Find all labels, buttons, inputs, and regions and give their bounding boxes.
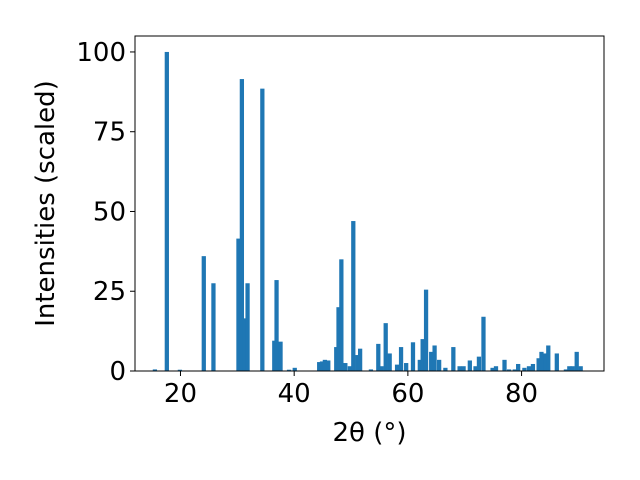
y-tick-label: 0 [109, 357, 126, 387]
x-axis: 20 40 60 80 [164, 371, 538, 409]
bar [236, 238, 241, 371]
bar [567, 366, 572, 371]
bar [239, 79, 245, 372]
y-tick-label: 50 [93, 197, 126, 227]
bar [429, 351, 434, 371]
bar [398, 347, 404, 371]
y-tick-label: 75 [93, 118, 126, 148]
bar [512, 369, 517, 371]
bar [526, 366, 532, 371]
bar [317, 362, 322, 371]
bar [546, 345, 551, 371]
bar [570, 366, 575, 371]
x-tick-label: 40 [278, 379, 311, 409]
bar [379, 366, 384, 371]
bar [201, 256, 206, 371]
bar [326, 360, 331, 371]
bar [467, 360, 472, 371]
bar [443, 367, 448, 371]
x-axis-label: 2θ (°) [332, 418, 406, 448]
bar [451, 347, 456, 371]
bar [336, 307, 341, 371]
bar [490, 367, 495, 371]
bar [272, 340, 277, 371]
bar [278, 341, 283, 371]
x-tick-label: 20 [164, 379, 197, 409]
bar [322, 359, 328, 371]
y-tick-label: 100 [76, 38, 126, 68]
bar [357, 348, 363, 371]
bar [410, 342, 416, 371]
bar [420, 339, 425, 371]
bar [383, 323, 388, 371]
bar [177, 369, 183, 371]
bars-group [152, 51, 583, 372]
bar [334, 347, 339, 371]
x-tick-label: 80 [505, 379, 538, 409]
bar [539, 351, 544, 371]
bar [506, 369, 512, 371]
y-axis-label: Intensities (scaled) [31, 80, 61, 327]
bar [394, 364, 400, 371]
bar [473, 366, 478, 371]
bar [343, 363, 348, 371]
bar [292, 367, 297, 371]
bar [530, 363, 536, 371]
bar [152, 369, 158, 371]
bar [516, 363, 521, 371]
bar [423, 289, 429, 371]
bar [502, 359, 507, 371]
bar [437, 359, 442, 371]
bar [457, 366, 462, 371]
y-axis: 0 25 50 75 100 [76, 38, 135, 387]
bar [164, 51, 169, 371]
bar [404, 363, 409, 371]
bar [211, 283, 216, 371]
bar [554, 353, 559, 371]
bar [578, 366, 583, 371]
bar [536, 358, 541, 371]
bar [260, 88, 265, 372]
bar [376, 343, 381, 371]
bar [351, 221, 356, 371]
bar [339, 259, 344, 371]
bar [319, 361, 325, 371]
bar [574, 351, 579, 371]
y-tick-label: 25 [93, 277, 126, 307]
bar [347, 366, 353, 371]
bar [245, 283, 250, 371]
bar [242, 318, 247, 371]
bar [417, 359, 422, 371]
bar [563, 369, 569, 371]
bar [432, 345, 437, 371]
bar [286, 369, 292, 371]
bar [368, 369, 374, 371]
plot-frame [134, 35, 605, 372]
bar [387, 353, 392, 371]
x-tick-label: 60 [391, 379, 424, 409]
bar [274, 280, 279, 371]
bar [355, 355, 360, 371]
bar [543, 353, 548, 371]
bar [522, 367, 527, 371]
bar [476, 356, 482, 371]
bar [461, 366, 466, 371]
bar [493, 366, 499, 371]
bar [481, 316, 486, 371]
